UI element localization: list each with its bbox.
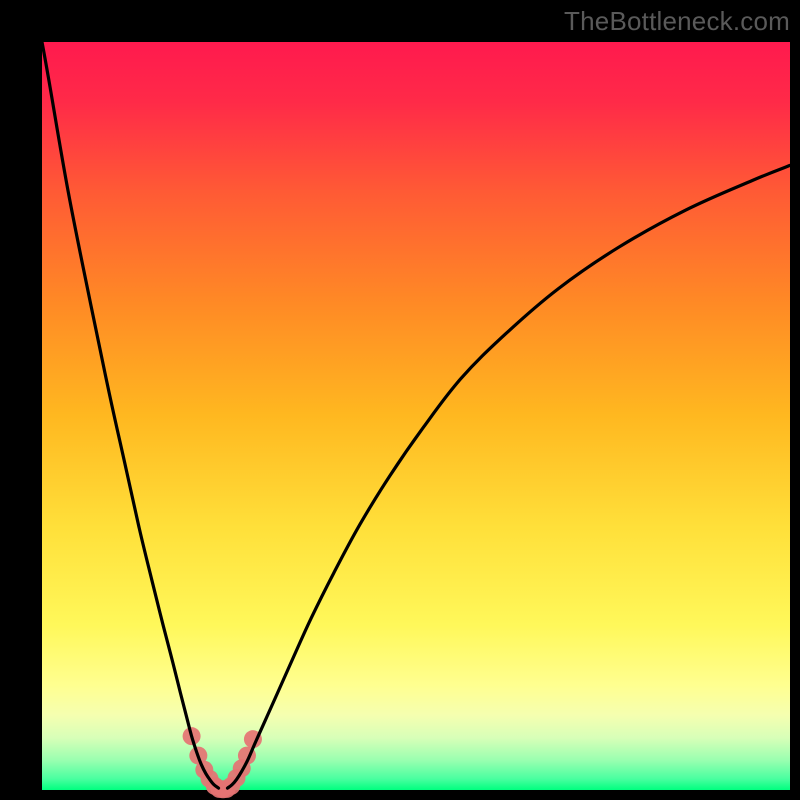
plot-area <box>42 42 790 790</box>
curve-left <box>42 42 219 788</box>
curve-layer <box>42 42 790 790</box>
chart-frame: TheBottleneck.com <box>0 0 800 800</box>
curve-right <box>228 165 790 788</box>
marker-cluster-group <box>183 727 262 798</box>
watermark-text: TheBottleneck.com <box>564 6 790 37</box>
